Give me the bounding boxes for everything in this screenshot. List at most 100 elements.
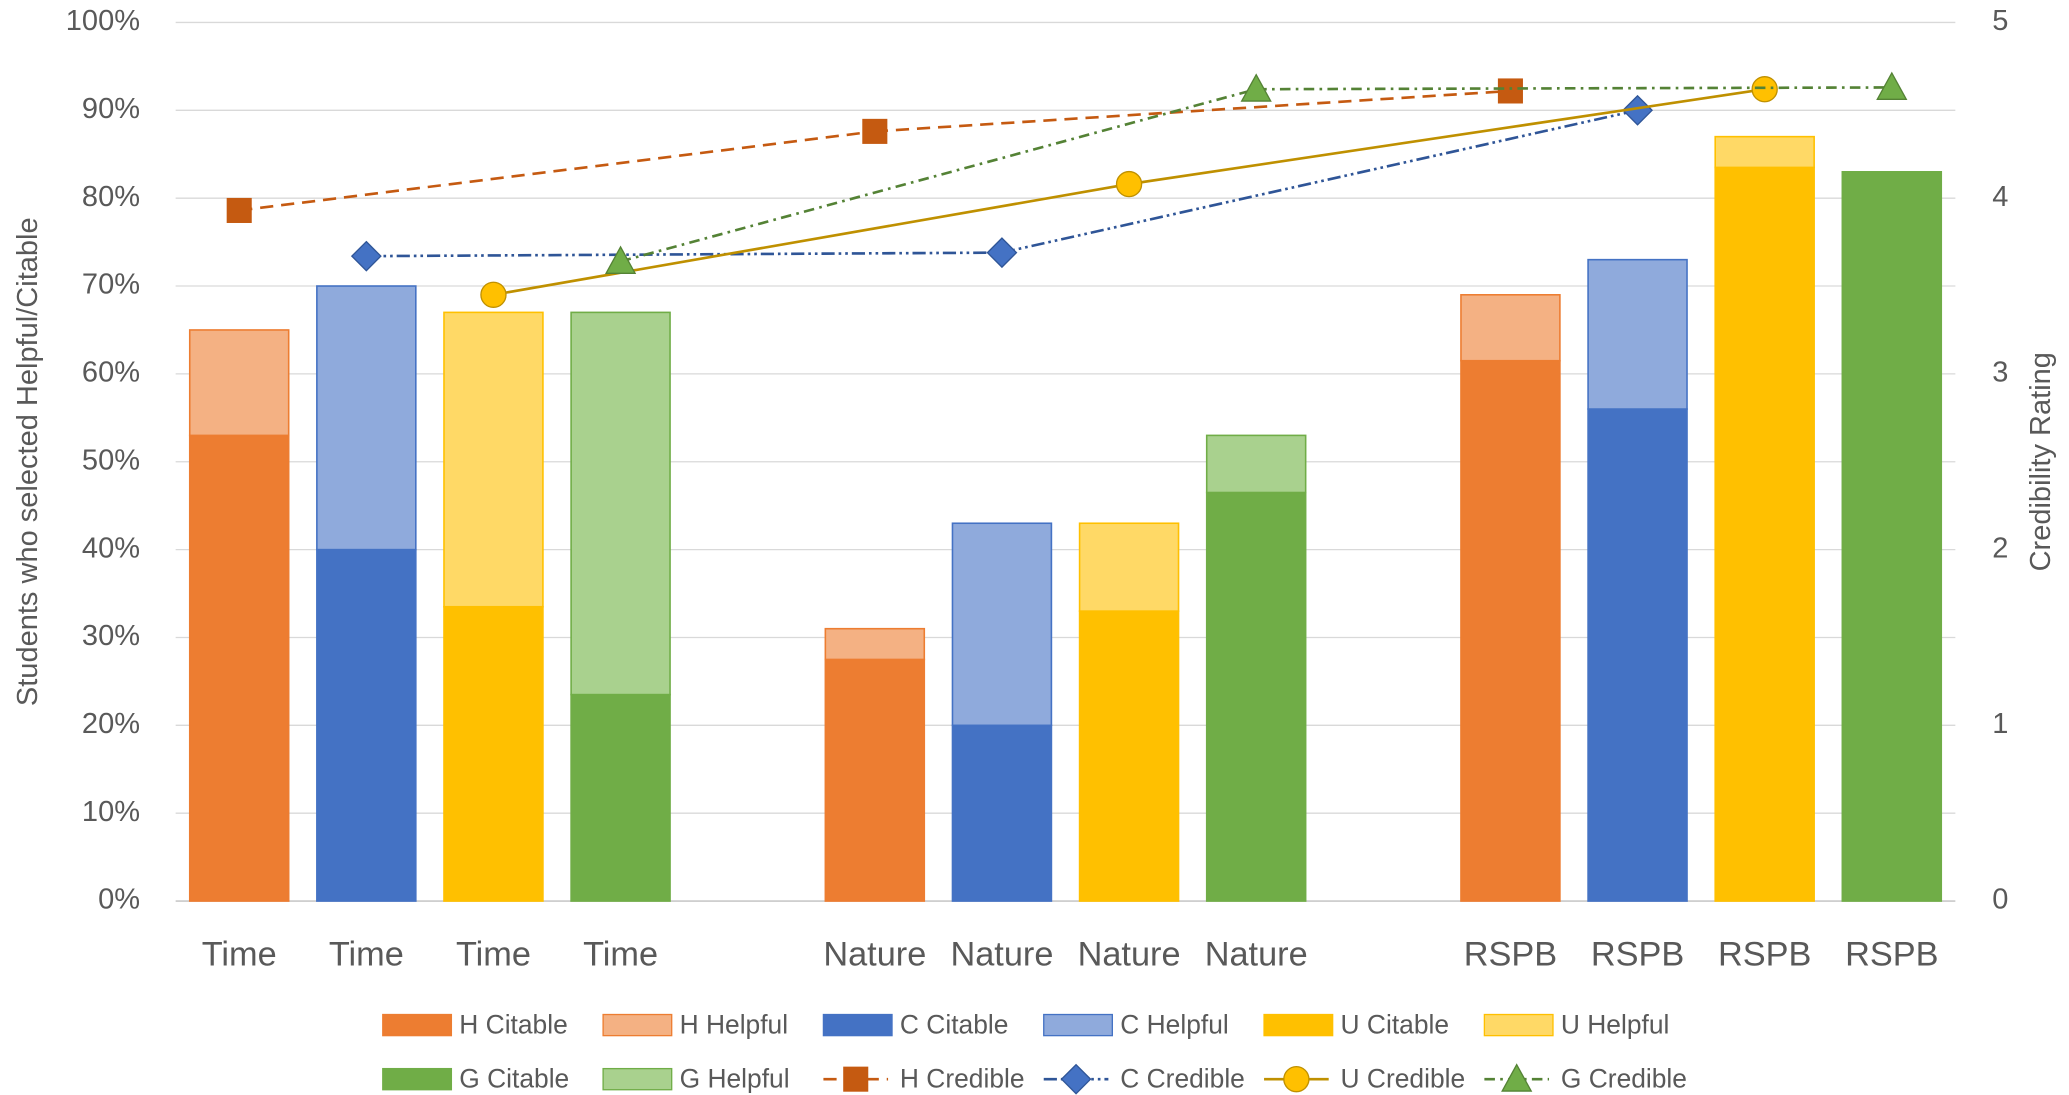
marker xyxy=(226,197,252,223)
marker xyxy=(1876,71,1908,100)
bar-segment xyxy=(316,285,417,551)
y-tick-label: 90% xyxy=(82,93,140,125)
marker xyxy=(1751,76,1778,103)
y-tick-label: 20% xyxy=(82,708,140,740)
legend-swatch xyxy=(602,1013,673,1037)
bar-segment xyxy=(1841,171,1943,902)
legend-label: H Helpful xyxy=(680,1009,788,1039)
legend-item: H Helpful xyxy=(602,1009,788,1039)
x-tick-label: RSPB xyxy=(1718,936,1811,974)
legend-item: U Citable xyxy=(1263,1009,1449,1039)
legend-item: H Credible xyxy=(823,1063,1025,1093)
y-tick-label: 50% xyxy=(82,444,140,476)
y2-tick-label: 4 xyxy=(1992,181,2008,213)
y2-tick-label: 2 xyxy=(1992,532,2008,564)
x-tick-label: Nature xyxy=(823,936,926,974)
bar-segment xyxy=(1587,408,1688,902)
line-segment xyxy=(1001,109,1638,254)
bar-segment xyxy=(1714,135,1815,169)
marker xyxy=(862,118,888,144)
marker xyxy=(843,1066,869,1092)
marker xyxy=(350,240,382,272)
marker xyxy=(1497,78,1523,104)
bar-segment xyxy=(443,605,544,902)
bar-segment xyxy=(188,329,290,437)
y-tick-label: 80% xyxy=(82,181,140,213)
legend-swatch xyxy=(602,1067,673,1091)
line-segment xyxy=(620,87,1257,263)
x-tick-label: Nature xyxy=(1205,936,1308,974)
bar-segment xyxy=(570,693,671,902)
legend-label: C Credible xyxy=(1120,1063,1245,1093)
line-segment xyxy=(1128,87,1765,186)
bar-segment xyxy=(1205,491,1307,902)
line-segment xyxy=(493,182,1130,297)
legend-label: H Credible xyxy=(900,1063,1025,1093)
legend-item: H Citable xyxy=(382,1009,568,1039)
legend-item: G Citable xyxy=(382,1063,569,1093)
legend-swatch xyxy=(1263,1013,1334,1037)
x-tick-label: Nature xyxy=(1078,936,1181,974)
legend-swatch xyxy=(1043,1013,1113,1037)
bar-segment xyxy=(1460,359,1561,902)
bar-segment xyxy=(1587,258,1688,410)
y2-tick-label: 3 xyxy=(1992,357,2008,389)
x-tick-label: RSPB xyxy=(1591,936,1684,974)
legend-label: U Citable xyxy=(1341,1009,1449,1039)
y-tick-label: 60% xyxy=(82,357,140,389)
bar-segment xyxy=(443,311,544,608)
x-tick-label: RSPB xyxy=(1464,936,1557,974)
y2-axis-title: Credibility Rating xyxy=(2025,352,2057,571)
legend-swatch xyxy=(382,1013,453,1037)
bar-segment xyxy=(951,522,1053,727)
bar-segment xyxy=(570,311,671,696)
legend-label: G Helpful xyxy=(680,1063,790,1093)
line-segment xyxy=(366,251,1002,258)
line-segment xyxy=(874,89,1511,133)
legend-label: C Helpful xyxy=(1120,1009,1228,1039)
line-segment xyxy=(239,130,875,212)
legend-item: C Citable xyxy=(822,1009,1008,1039)
bar-segment xyxy=(824,627,926,661)
bar-segment xyxy=(188,434,290,902)
bar-segment xyxy=(1460,294,1561,362)
x-tick-label: Nature xyxy=(950,936,1053,974)
marker xyxy=(604,245,637,274)
legend-label: H Citable xyxy=(459,1009,567,1039)
x-tick-label: Time xyxy=(456,936,531,974)
legend-label: C Citable xyxy=(900,1009,1008,1039)
bar-segment xyxy=(316,548,417,902)
legend-item: G Helpful xyxy=(602,1063,790,1093)
x-tick-label: Time xyxy=(583,936,658,974)
legend-item: G Credible xyxy=(1484,1063,1687,1093)
y-tick-label: 0% xyxy=(98,884,140,916)
marker xyxy=(1283,1065,1310,1093)
marker xyxy=(986,237,1018,269)
y-axis-title: Students who selected Helpful/Citable xyxy=(12,217,44,706)
legend-label: U Credible xyxy=(1341,1063,1466,1093)
legend-item: U Credible xyxy=(1264,1063,1465,1093)
bar-segment xyxy=(951,724,1053,902)
legend-swatch xyxy=(1483,1013,1554,1037)
marker xyxy=(1501,1063,1533,1092)
legend: H Citable H Helpful C Citable C Helpful U Ci… xyxy=(382,1009,1687,1095)
y2-tick-label: 5 xyxy=(1992,5,2008,37)
bar-segment xyxy=(1205,434,1307,494)
legend-label: G Credible xyxy=(1561,1063,1687,1093)
marker xyxy=(1060,1063,1092,1095)
y-tick-label: 70% xyxy=(82,269,140,301)
y-tick-label: 10% xyxy=(82,796,140,828)
legend-item: U Helpful xyxy=(1483,1009,1669,1039)
legend-item: C Helpful xyxy=(1043,1009,1229,1039)
x-tick-label: Time xyxy=(329,936,404,974)
bar-segment xyxy=(1714,166,1815,902)
legend-label: G Citable xyxy=(459,1063,569,1093)
bar-segment xyxy=(824,658,926,902)
legend-swatch xyxy=(382,1067,453,1091)
x-tick-label: Time xyxy=(202,936,277,974)
y2-tick-label: 0 xyxy=(1992,884,2008,916)
y-tick-label: 40% xyxy=(82,532,140,564)
bar-segment xyxy=(1078,522,1180,612)
